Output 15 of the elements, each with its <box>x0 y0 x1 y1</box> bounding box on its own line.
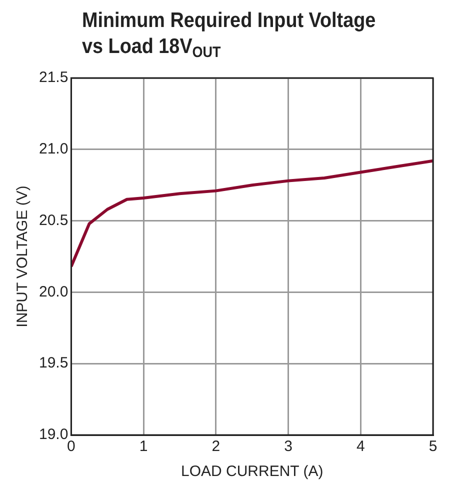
y-tick-label: 20.0 <box>38 283 68 300</box>
y-tick-label: 19.0 <box>38 426 68 444</box>
y-axis-title: INPUT VOLTAGE (V) <box>14 186 32 328</box>
x-tick-label: 0 <box>67 438 76 456</box>
y-tick-label: 19.5 <box>38 354 68 372</box>
x-tick-label: 2 <box>212 438 220 456</box>
x-tick-label: 4 <box>356 438 365 456</box>
x-tick-label: 5 <box>428 438 438 456</box>
x-axis-title: LOAD CURRENT (A) <box>180 463 324 480</box>
y-tick-label: 21.5 <box>38 69 68 86</box>
y-tick-label: 20.5 <box>38 212 68 229</box>
x-tick-label: 1 <box>139 438 148 456</box>
y-tick-label: 21.0 <box>38 140 68 158</box>
x-tick-label: 3 <box>284 438 292 456</box>
chart-title: Minimum Required Input Voltage vs Load 18V$_{OUT}$ <box>82 8 377 63</box>
